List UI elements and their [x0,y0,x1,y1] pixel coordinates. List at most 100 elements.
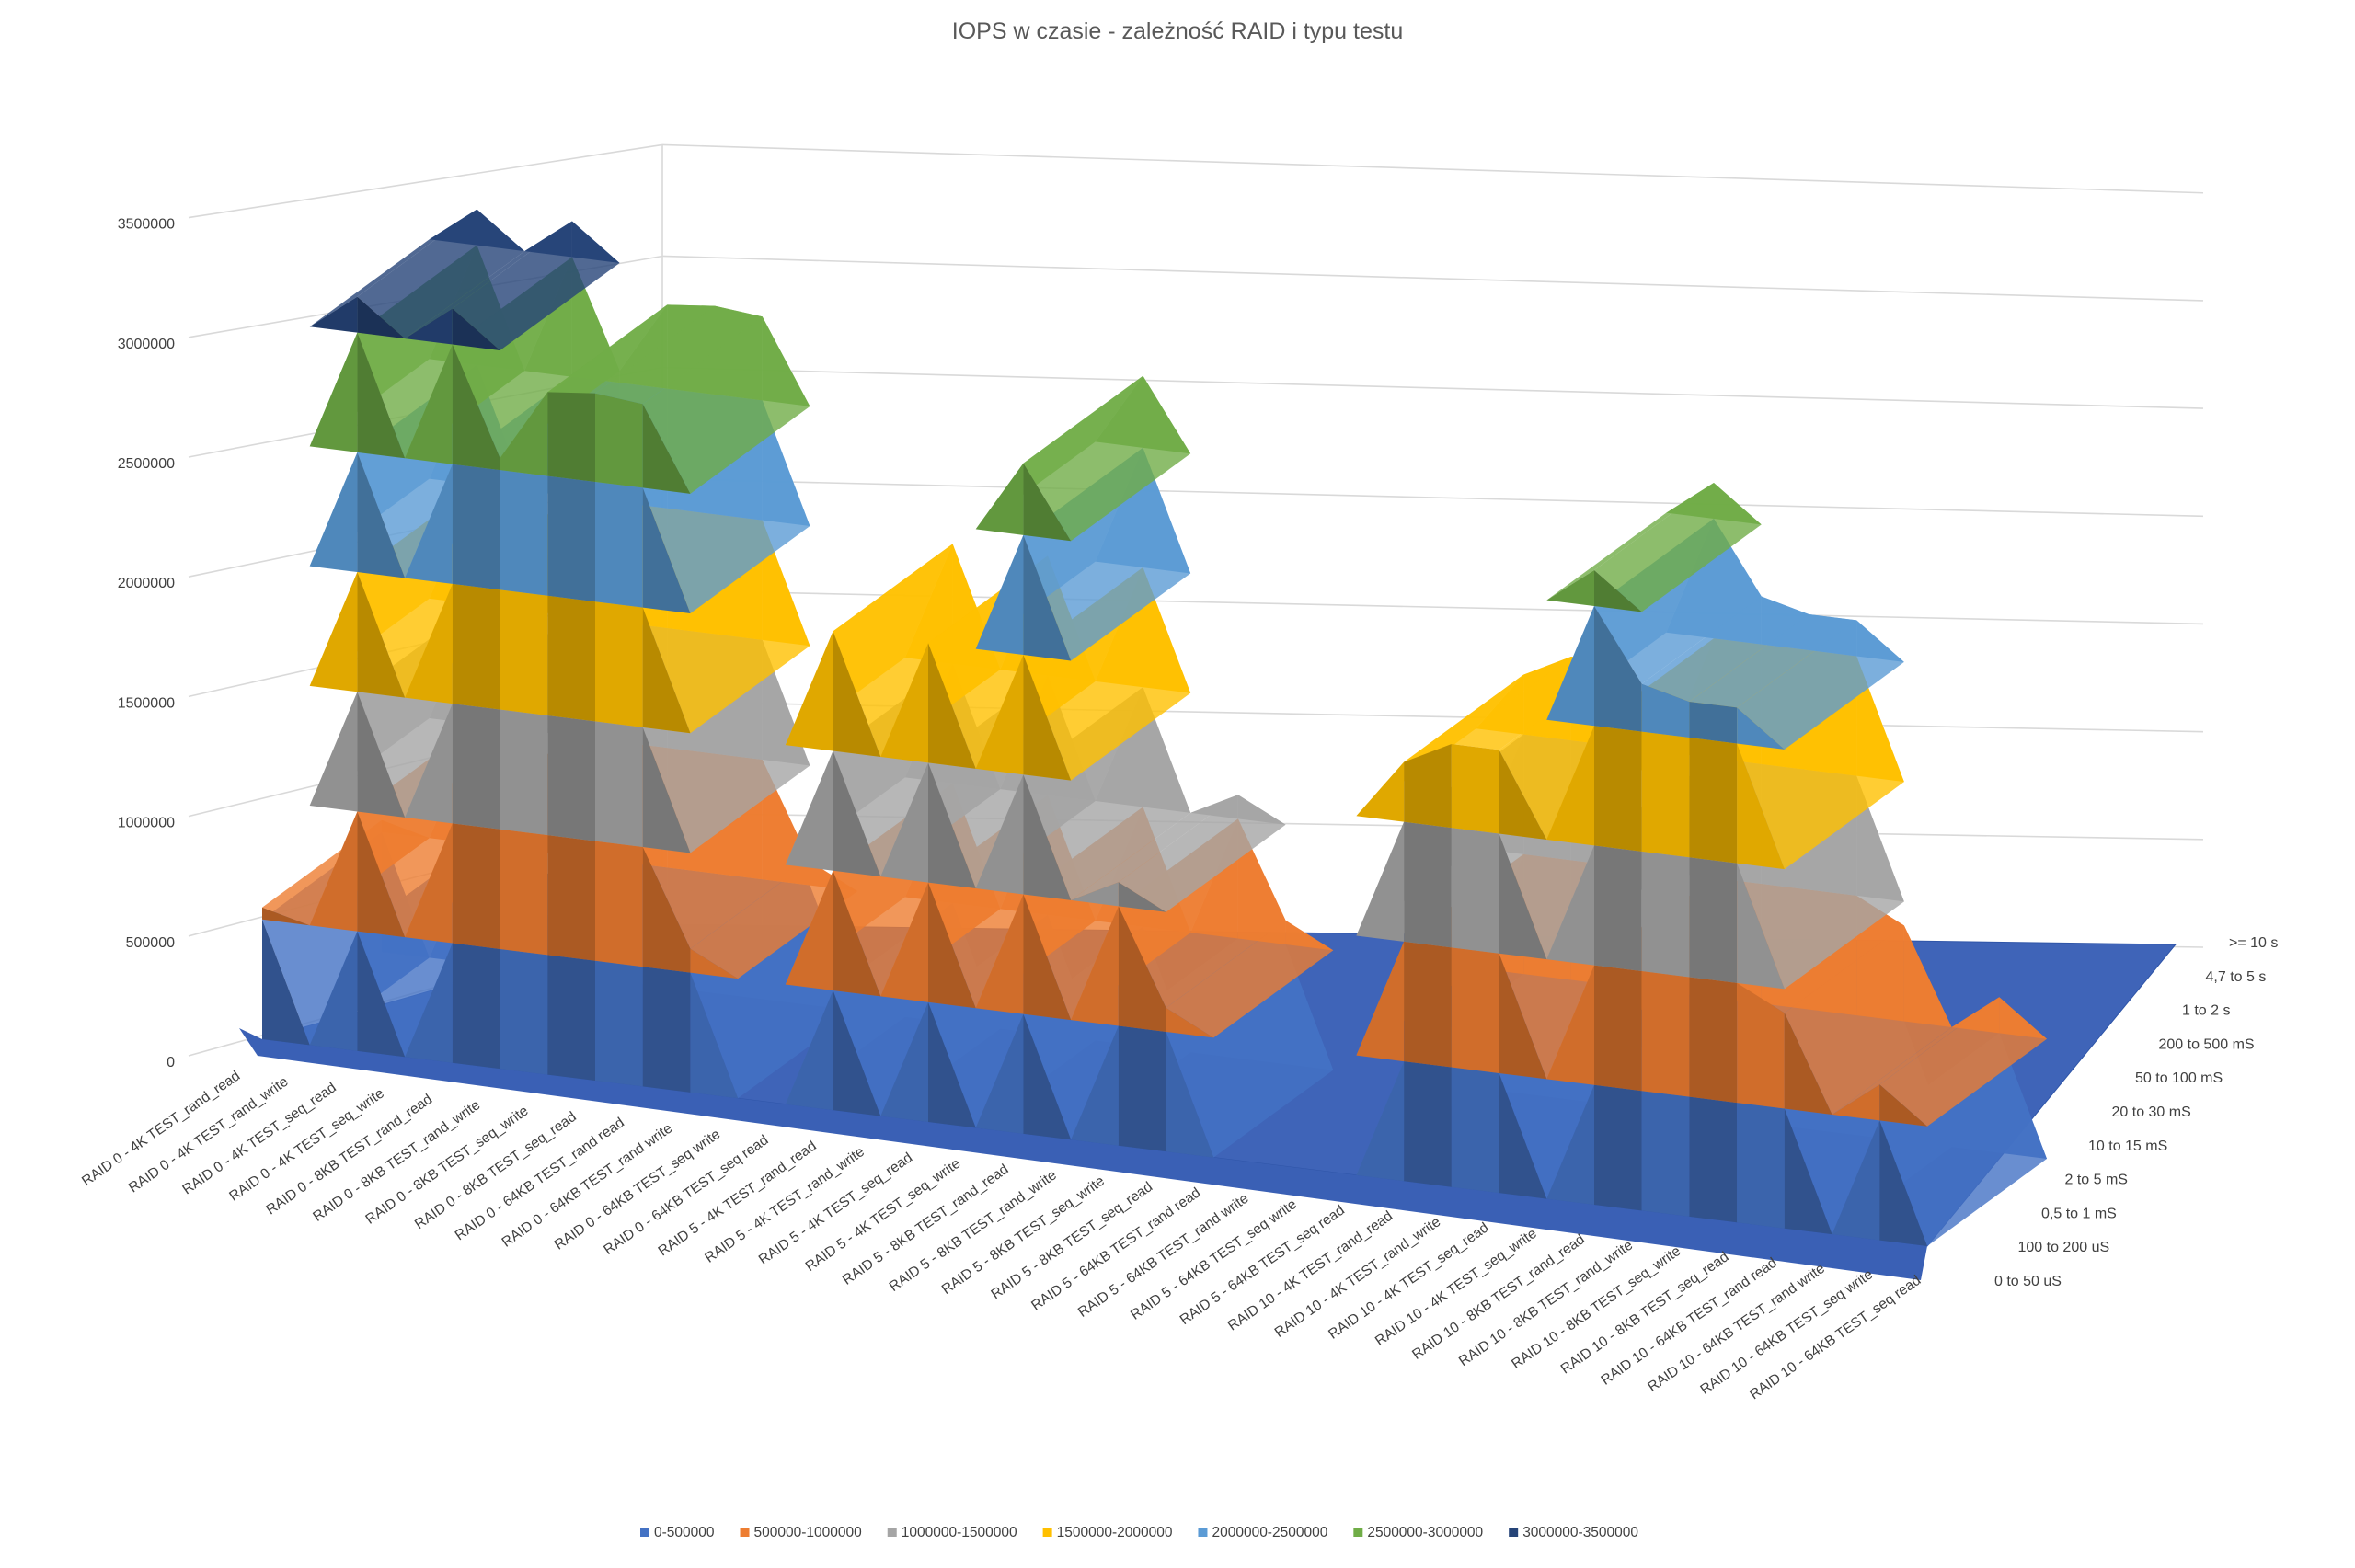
surface-shade-1-5 [309,332,358,452]
surface-shade-11-0 [785,990,833,1111]
surface-front-band-28-1 [1594,965,1642,1092]
surface-top-band-31-2 [1737,775,1904,990]
surface-front-band-31-1 [1737,982,1785,1109]
surface-front-band-4-3 [452,583,500,710]
surface-bands [262,209,2047,1246]
surface-front-band-31-4 [1737,707,1785,750]
surface-front-band-24-1 [1404,941,1452,1068]
series-label-2: 0,5 to 1 mS [2041,1206,2117,1221]
surface-front-band-29-4 [1641,683,1690,738]
surface-shade-26-2 [1499,833,1547,960]
surface-front-band-1-5 [309,332,358,452]
surface-shade-4-1 [452,823,500,949]
surface-front-band-28-3 [1594,726,1642,852]
surface-front-band-24-2 [1404,821,1452,948]
surface-top-band-16-4 [1023,447,1191,661]
surface-shade-3-5 [405,344,453,464]
surface-shade-4-2 [452,704,500,830]
series-axis-labels: 0 to 50 uS 100 to 200 uS 0,5 to 1 mS 2 to 5… [1994,935,2278,1289]
surface-front-band-14-2 [928,762,976,889]
surface-front-band-16-3 [1023,655,1072,781]
surface-front-band-8-3 [642,607,691,734]
surface-front-band-15-1 [975,894,1024,1014]
surface-front-band-5-4 [500,470,548,596]
surface-top-band-12-3 [833,544,1001,757]
surface-front-band-14-0 [928,1001,976,1128]
surface-shade-16-3 [1023,655,1072,781]
surface-top-band-31-4 [1737,620,1904,750]
surface-front-band-3-4 [405,464,453,584]
surface-top-band-17-2 [1071,795,1238,900]
surface-shade-28-1 [1594,965,1642,1092]
surface-shade-29-3 [1641,731,1690,858]
z-tick-label-3: 1500000 [118,695,175,711]
surface-shade-1-0 [309,931,358,1051]
surface-shade-9-0 [690,972,739,1099]
z-tick-label-4: 2000000 [118,576,175,591]
surface-front-band-18-1 [1118,906,1166,1032]
surface-front-band-8-0 [642,967,691,1093]
surface-top-band-18-2 [1118,795,1286,912]
surface-top-band-32-1 [1784,925,1952,1115]
surface-top-band-8-1 [642,760,810,949]
surface-front-band-27-0 [1546,1084,1594,1205]
surface-front-band-8-1 [642,847,691,973]
surface-front-band-5-5 [500,392,548,476]
surface-front-band-7-0 [595,960,643,1087]
surface-front-band-30-4 [1689,701,1738,744]
surface-shade-23-1 [1356,941,1405,1062]
surface-top-band-2-6 [357,209,525,339]
surface-shade-12-0 [833,990,881,1116]
surface-shade-15-5 [975,463,1024,535]
surface-front-band-23-2 [1356,821,1405,942]
surface-shade-13-1 [880,882,928,1002]
surface-front-band-31-3 [1737,743,1785,870]
surface-front-band-24-3 [1404,743,1452,829]
surface-front-band-30-1 [1689,977,1738,1104]
surface-front-band-32-1 [1784,1013,1832,1115]
surface-front-band-27-3 [1546,726,1594,846]
series-label-10: >= 10 s [2229,935,2278,951]
surface-shade-28-4 [1594,606,1642,732]
surface-front-band-30-2 [1689,857,1738,983]
surface-front-band-23-3 [1356,761,1405,822]
surface-front-band-12-2 [833,750,881,877]
surface-shade-30-3 [1689,738,1738,864]
surface-shade-23-2 [1356,821,1405,942]
legend-swatch-2 [887,1528,897,1537]
surface-front-band-7-3 [595,601,643,727]
surface-shade-17-0 [1071,1025,1119,1146]
surface-shade-4-6 [452,308,500,350]
surface-shade-30-2 [1689,857,1738,983]
surface-top-band-30-4 [1689,613,1857,708]
surface-front-band-6-0 [547,955,595,1081]
surface-front-band-2-1 [357,811,406,938]
surface-shade-17-1 [1071,906,1119,1026]
surface-front-band-15-2 [975,774,1024,895]
surface-shade-6-4 [547,475,595,602]
surface-shade-12-1 [833,870,881,997]
z-tick-label-5: 2500000 [118,456,175,472]
surface-front-band-0-0 [262,919,310,1046]
surface-top-band-4-6 [452,221,620,350]
surface-front-band-25-2 [1451,828,1499,954]
surface-front-band-27-4 [1546,606,1594,727]
surface-front-band-12-0 [833,990,881,1116]
surface-shade-4-3 [452,583,500,710]
floor-front-edge [239,1028,1927,1280]
surface-shade-26-0 [1499,1072,1547,1199]
surface-front-band-29-1 [1641,971,1690,1097]
surface-top-band-8-2 [642,639,810,853]
surface-front-band-28-0 [1594,1084,1642,1211]
surface-front-band-13-2 [880,762,928,883]
surface-shade-4-5 [452,344,500,471]
surface-shade-7-1 [595,841,643,967]
legend-swatch-0 [640,1528,649,1537]
surface-front-band-16-4 [1023,534,1072,661]
surface-front-band-2-6 [357,296,406,339]
surface-front-band-2-0 [357,931,406,1058]
legend-label-6: 3000000-3500000 [1522,1525,1638,1540]
surface-shade-16-5 [1023,463,1072,542]
